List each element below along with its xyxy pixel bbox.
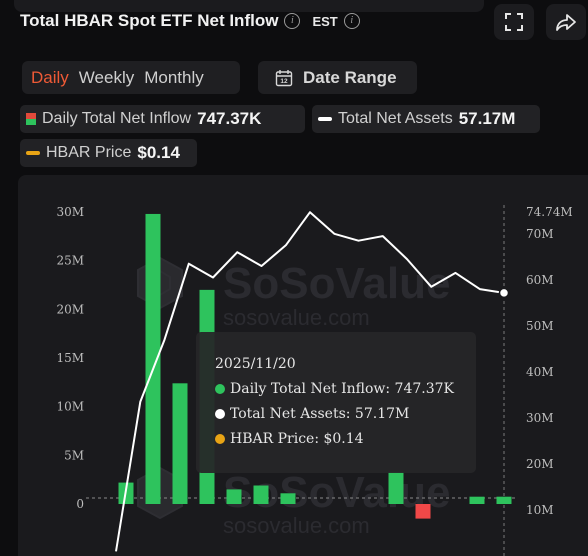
legend-inflow[interactable]: Daily Total Net Inflow 747.37K [20,105,305,133]
fullscreen-button[interactable] [494,4,534,40]
calendar-icon: 12 [275,69,293,86]
inflow-dot-icon [215,384,225,394]
info-icon[interactable]: i [284,13,301,29]
title-row: Total HBAR Spot ETF Net Inflow i EST i [20,9,360,33]
inflow-bar [253,485,269,504]
legend-assets[interactable]: Total Net Assets 57.17M [312,105,540,133]
watermark-top: SoSoValue sosovalue.com [137,256,450,330]
left-tick-label: 5M [64,448,84,462]
right-axis: 10M 20M 30M 40M 50M 60M 70M 74.74M [526,205,573,517]
chart-title: Total HBAR Spot ETF Net Inflow [20,11,279,30]
price-dot-icon [215,434,225,444]
left-tick-label: 25M [56,254,84,268]
legend-price-label: HBAR Price [46,144,132,161]
assets-swatch-icon [318,117,332,121]
tooltip-row-inflow: Daily Total Net Inflow: 747.37K [215,381,454,397]
watermark-url-bottom: sosovalue.com [223,513,370,538]
legend-price-value: $0.14 [137,143,180,162]
share-button[interactable] [546,4,586,40]
right-tick-label: 10M [526,503,554,517]
inflow-bar [172,383,188,504]
inflow-bar [145,213,161,505]
right-tick-label: 70M [526,227,554,241]
left-tick-label: 30M [56,205,84,219]
price-swatch-icon [26,151,40,155]
total-net-assets-end-marker [498,287,510,299]
period-tabs: Daily Weekly Monthly [22,61,240,94]
tab-weekly[interactable]: Weekly [78,67,135,87]
right-tick-label: 60M [526,273,554,287]
tooltip-date: 2025/11/20 [215,356,296,372]
inflow-bar [388,471,404,504]
legend-inflow-value: 747.37K [197,109,262,128]
tab-monthly[interactable]: Monthly [144,67,204,87]
date-range-label: Date Range [303,67,397,87]
chart-svg[interactable]: SoSoValue sosovalue.com SoSoValue sosova… [18,175,588,556]
inflow-bar [226,489,242,504]
watermark-url-top: sosovalue.com [223,305,370,330]
watermark-group: SoSoValue sosovalue.com SoSoValue sosova… [137,256,450,538]
legend-inflow-label: Daily Total Net Inflow [42,110,192,127]
watermark-brand-top: SoSoValue [223,259,450,308]
tooltip-inflow: Daily Total Net Inflow: 747.37K [230,381,454,397]
top-strip [14,0,484,12]
left-tick-label: 20M [56,302,84,316]
inflow-swatch-icon [26,113,36,125]
assets-dot-icon [215,409,225,419]
timezone-info-icon[interactable]: i [343,13,360,29]
legend-assets-value: 57.17M [458,109,516,128]
right-tick-label-max: 74.74M [526,205,573,219]
inflow-bar [496,496,512,504]
total-net-assets-line [115,211,505,552]
inflow-bar [280,493,296,504]
right-tick-label: 40M [526,365,554,379]
legend-price[interactable]: HBAR Price $0.14 [20,139,197,167]
right-tick-label: 50M [526,319,554,333]
tooltip-row-price: HBAR Price: $0.14 [215,431,364,447]
left-tick-label: 0 [76,497,84,511]
tooltip-price: HBAR Price: $0.14 [230,431,364,447]
right-tick-label: 20M [526,457,554,471]
share-icon [556,14,576,31]
fullscreen-icon [505,13,523,31]
timezone-label: EST [312,13,338,29]
tab-daily[interactable]: Daily [31,67,69,87]
inflow-bar [415,504,431,519]
svg-text:12: 12 [280,78,288,85]
left-axis: 0 5M 10M 15M 20M 25M 30M [56,205,84,511]
chart-tooltip: 2025/11/20 Daily Total Net Inflow: 747.3… [196,332,476,473]
left-tick-label: 10M [56,400,84,414]
left-tick-label: 15M [56,351,84,365]
tooltip-assets: Total Net Assets: 57.17M [230,406,410,422]
tooltip-row-assets: Total Net Assets: 57.17M [215,406,409,422]
legend-assets-label: Total Net Assets [338,110,453,127]
right-tick-label: 30M [526,411,554,425]
date-range-button[interactable]: 12 Date Range [258,61,417,94]
inflow-bar [469,496,485,504]
